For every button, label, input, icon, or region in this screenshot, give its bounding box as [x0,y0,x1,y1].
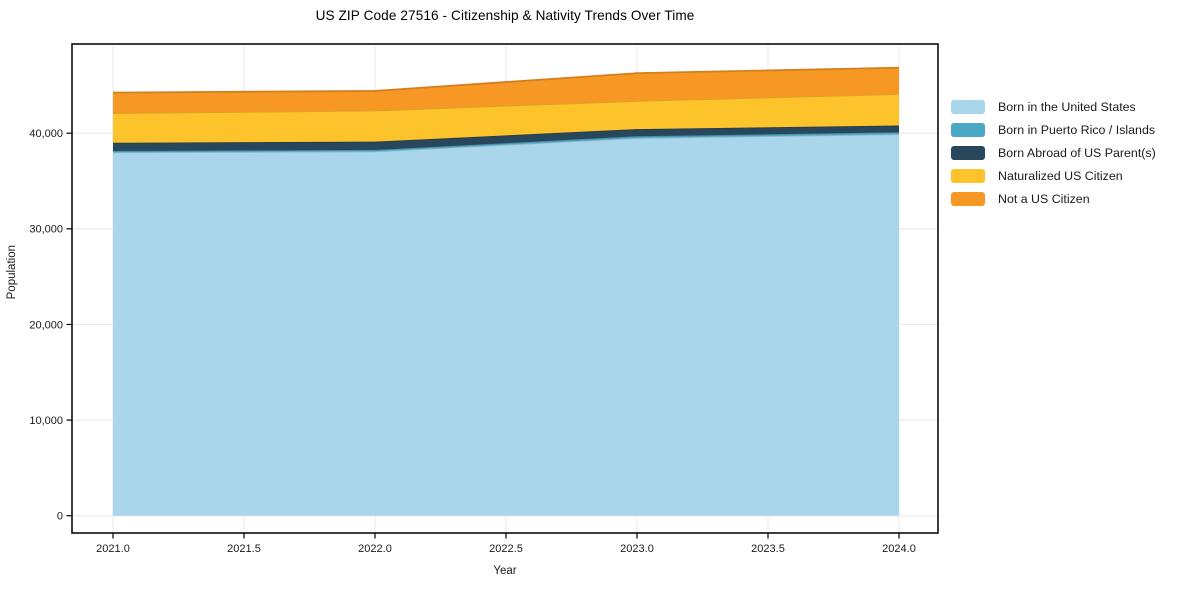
legend-label: Born Abroad of US Parent(s) [998,146,1156,160]
area-naturalized-us-citizen [113,93,899,143]
tick-label: 10,000 [29,415,63,427]
legend-swatch [951,192,985,206]
legend: Born in the United States Born in Puerto … [951,100,1156,215]
legend-swatch [951,123,985,137]
tick-label: 2022.5 [489,543,523,555]
tick-label: 2021.0 [96,543,130,555]
tick-label: 30,000 [29,224,63,236]
tick-label: 2023.5 [751,543,785,555]
tick-label: 40,000 [29,128,63,140]
legend-label: Born in the United States [998,100,1136,114]
legend-label: Naturalized US Citizen [998,169,1123,183]
tick-label: 2023.0 [620,543,654,555]
area-born-in-the-united-states [113,134,899,516]
legend-item: Born Abroad of US Parent(s) [951,146,1156,160]
legend-swatch [951,169,985,183]
tick-label: 0 [57,511,63,523]
legend-item: Born in the United States [951,100,1156,114]
legend-item: Naturalized US Citizen [951,169,1156,183]
tick-label: 2024.0 [882,543,916,555]
plot-border [71,43,939,534]
x-axis-label: Year [493,565,517,577]
legend-swatch [951,146,985,160]
axis-ticks: 0 10,000 20,000 30,000 40,000 2021.0 2021.5 202… [29,128,915,555]
tick-label: 2022.0 [358,543,392,555]
area-edge [112,66,900,94]
area-born-abroad-of-us-parent-s [113,125,899,151]
tick-label: 20,000 [29,319,63,331]
legend-label: Not a US Citizen [998,192,1090,206]
area-series-group [112,66,900,516]
legend-label: Born in Puerto Rico / Islands [998,123,1156,137]
area-not-a-us-citizen [113,67,899,114]
legend-item: Not a US Citizen [951,192,1156,206]
chart-title: US ZIP Code 27516 - Citizenship & Nativi… [315,8,695,23]
legend-swatch [951,100,985,114]
tick-label: 2021.5 [227,543,261,555]
legend-item: Born in Puerto Rico / Islands [951,123,1156,137]
